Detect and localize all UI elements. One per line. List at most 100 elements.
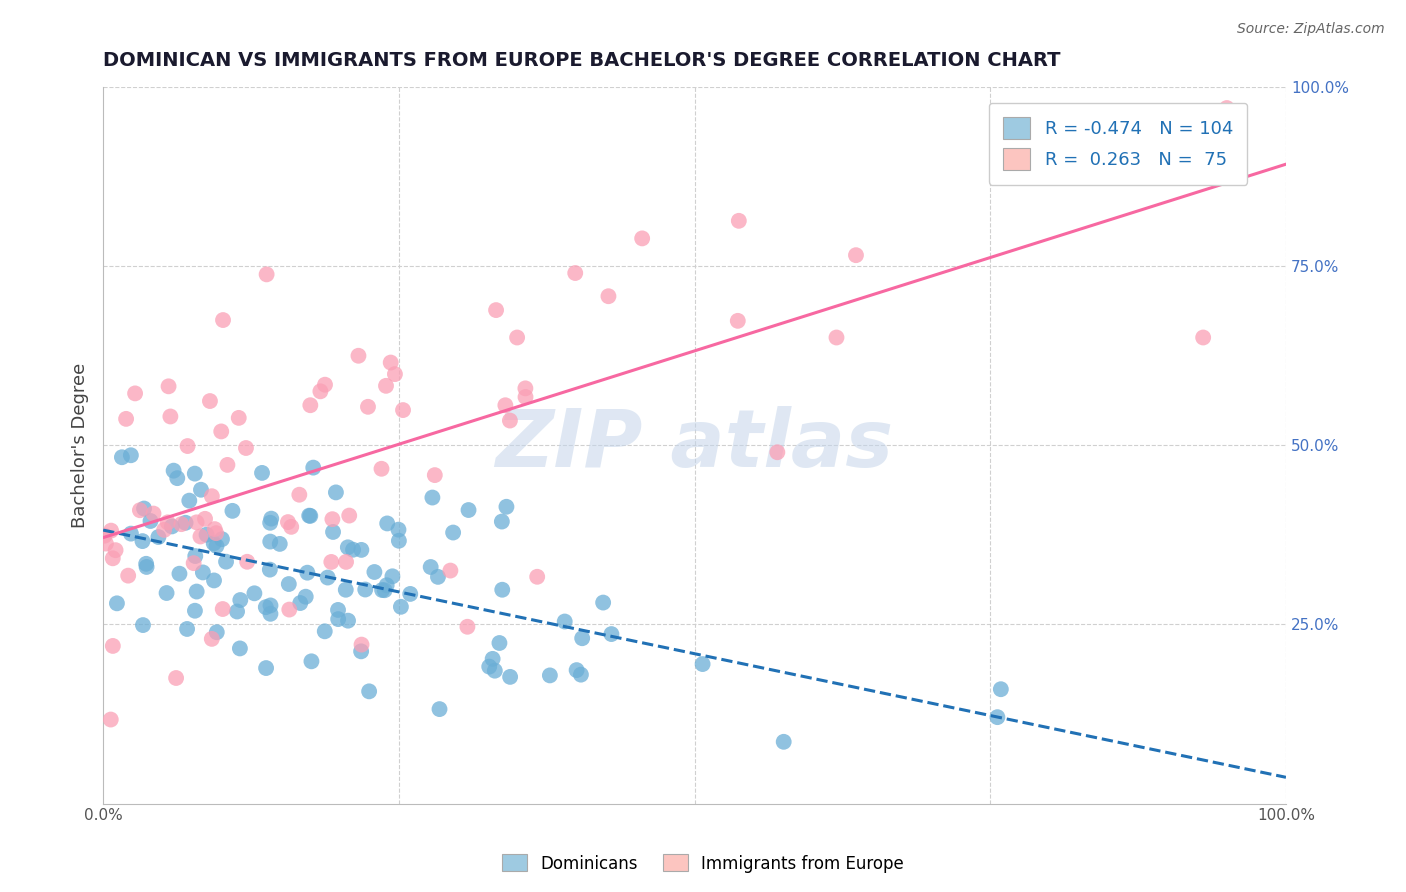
Point bbox=[456, 620, 478, 634]
Point bbox=[554, 615, 576, 629]
Legend: R = -0.474   N = 104, R =  0.263   N =  75: R = -0.474 N = 104, R = 0.263 N = 75 bbox=[988, 103, 1247, 185]
Point bbox=[269, 537, 291, 551]
Point bbox=[990, 682, 1012, 697]
Point bbox=[205, 625, 228, 640]
Point bbox=[375, 578, 398, 592]
Point bbox=[157, 379, 180, 393]
Point bbox=[986, 710, 1008, 724]
Point bbox=[101, 639, 124, 653]
Point bbox=[389, 599, 412, 614]
Point bbox=[375, 379, 398, 393]
Point bbox=[209, 425, 232, 439]
Point bbox=[162, 464, 184, 478]
Point bbox=[359, 684, 381, 698]
Point bbox=[495, 500, 517, 514]
Point bbox=[132, 618, 155, 632]
Point bbox=[100, 713, 122, 727]
Point bbox=[598, 289, 620, 303]
Point bbox=[131, 534, 153, 549]
Point bbox=[336, 541, 359, 555]
Point bbox=[290, 596, 312, 610]
Point bbox=[427, 570, 450, 584]
Point bbox=[254, 600, 277, 615]
Point bbox=[176, 439, 198, 453]
Point bbox=[169, 566, 191, 581]
Point bbox=[600, 627, 623, 641]
Point bbox=[350, 644, 373, 658]
Point bbox=[481, 652, 503, 666]
Point bbox=[565, 663, 588, 677]
Point bbox=[506, 330, 529, 344]
Point bbox=[93, 529, 115, 543]
Text: ZIP atlas: ZIP atlas bbox=[495, 406, 894, 484]
Point bbox=[120, 526, 142, 541]
Point bbox=[156, 516, 179, 530]
Point bbox=[399, 587, 422, 601]
Point bbox=[259, 599, 281, 613]
Point bbox=[142, 507, 165, 521]
Point bbox=[429, 702, 451, 716]
Point bbox=[766, 445, 789, 459]
Point bbox=[347, 349, 370, 363]
Point bbox=[354, 582, 377, 597]
Point bbox=[124, 386, 146, 401]
Y-axis label: Bachelor's Degree: Bachelor's Degree bbox=[72, 362, 89, 528]
Point bbox=[488, 636, 510, 650]
Point bbox=[259, 516, 281, 530]
Point bbox=[280, 520, 302, 534]
Point bbox=[298, 508, 321, 523]
Text: DOMINICAN VS IMMIGRANTS FROM EUROPE BACHELOR'S DEGREE CORRELATION CHART: DOMINICAN VS IMMIGRANTS FROM EUROPE BACH… bbox=[103, 51, 1060, 70]
Point bbox=[202, 536, 225, 550]
Point bbox=[314, 624, 336, 639]
Point bbox=[277, 577, 299, 591]
Point bbox=[201, 632, 224, 646]
Point bbox=[221, 504, 243, 518]
Point bbox=[256, 268, 278, 282]
Point bbox=[184, 549, 207, 563]
Point bbox=[335, 582, 357, 597]
Point bbox=[160, 519, 183, 533]
Point bbox=[328, 612, 350, 626]
Point bbox=[259, 607, 281, 621]
Point bbox=[229, 641, 252, 656]
Point bbox=[299, 398, 322, 412]
Point bbox=[301, 654, 323, 668]
Point bbox=[457, 503, 479, 517]
Point bbox=[105, 596, 128, 610]
Point bbox=[215, 555, 238, 569]
Point bbox=[183, 556, 205, 570]
Point bbox=[592, 596, 614, 610]
Point bbox=[228, 410, 250, 425]
Point bbox=[342, 542, 364, 557]
Point bbox=[236, 555, 259, 569]
Point bbox=[357, 400, 380, 414]
Point bbox=[491, 515, 513, 529]
Point bbox=[165, 671, 187, 685]
Point bbox=[485, 303, 508, 318]
Point bbox=[370, 462, 392, 476]
Point bbox=[337, 614, 360, 628]
Point bbox=[350, 542, 373, 557]
Text: Source: ZipAtlas.com: Source: ZipAtlas.com bbox=[1237, 22, 1385, 37]
Point bbox=[564, 266, 586, 280]
Point bbox=[191, 566, 214, 580]
Point bbox=[211, 532, 233, 546]
Point bbox=[260, 511, 283, 525]
Point bbox=[212, 313, 235, 327]
Point bbox=[335, 555, 357, 569]
Point bbox=[350, 638, 373, 652]
Point bbox=[302, 460, 325, 475]
Point bbox=[772, 735, 794, 749]
Point bbox=[484, 664, 506, 678]
Point bbox=[159, 409, 181, 424]
Point bbox=[494, 398, 516, 412]
Point bbox=[441, 525, 464, 540]
Point bbox=[325, 485, 347, 500]
Point bbox=[259, 534, 281, 549]
Point bbox=[250, 466, 273, 480]
Point bbox=[297, 566, 319, 580]
Point bbox=[135, 560, 157, 574]
Point bbox=[132, 501, 155, 516]
Point bbox=[631, 231, 654, 245]
Point bbox=[176, 622, 198, 636]
